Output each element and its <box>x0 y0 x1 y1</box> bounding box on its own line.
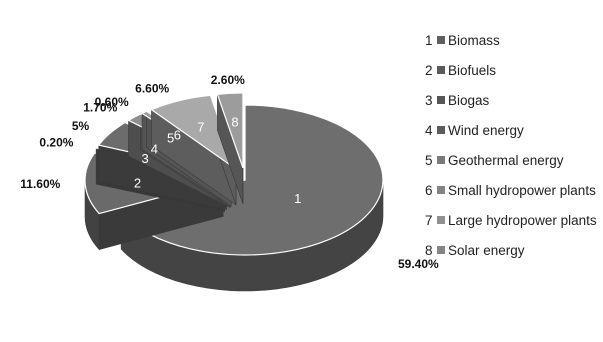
legend-number: 3 <box>425 92 433 108</box>
legend-number: 4 <box>425 122 433 138</box>
legend-swatch <box>437 156 445 164</box>
slice-number-1: 1 <box>294 191 301 206</box>
legend-number: 2 <box>425 62 433 78</box>
legend-swatch <box>437 36 445 44</box>
slice-number-5: 5 <box>167 131 174 146</box>
legend-number: 6 <box>425 182 433 198</box>
legend-label: Geothermal energy <box>448 152 564 168</box>
slice-value-label-4: 5% <box>72 119 90 133</box>
legend-swatch <box>437 96 445 104</box>
legend-label: Biomass <box>448 32 500 48</box>
slice-value-label-2: 11.60% <box>20 177 60 191</box>
legend-label: Biogas <box>448 92 490 108</box>
legend-swatch <box>437 246 445 254</box>
legend-swatch <box>437 126 445 134</box>
legend-label: Large hydropower plants <box>448 212 597 228</box>
slice-value-label-1: 59.40% <box>398 257 439 271</box>
slice-value-label-5: 1.70% <box>83 100 117 114</box>
legend-label: Small hydropower plants <box>448 182 596 198</box>
pie-slice-7 <box>150 94 238 206</box>
legend-number: 8 <box>425 242 433 258</box>
slice-value-label-8: 2.60% <box>211 73 245 87</box>
legend-swatch <box>437 186 445 194</box>
pie-slice-8 <box>216 92 244 205</box>
legend-item-4: 4 Wind energy <box>425 120 524 140</box>
legend-number: 1 <box>425 32 433 48</box>
legend-item-3: 3 Biogas <box>425 90 489 110</box>
legend-item-5: 5 Geothermal energy <box>425 150 564 170</box>
legend-item-2: 2 Biofuels <box>425 60 496 80</box>
legend-label: Solar energy <box>448 242 525 258</box>
legend-swatch <box>437 66 445 74</box>
slice-value-label-6: 0.60% <box>95 95 129 109</box>
slice-number-2: 2 <box>134 175 141 190</box>
legend-item-7: 7 Large hydropower plants <box>425 210 597 230</box>
slice-number-3: 3 <box>142 151 149 166</box>
legend-label: Biofuels <box>448 62 497 78</box>
legend-label: Wind energy <box>448 122 524 138</box>
slice-number-6: 6 <box>174 127 181 142</box>
legend-item-1: 1 Biomass <box>425 30 500 50</box>
legend-swatch <box>437 216 445 224</box>
slice-value-label-3: 0.20% <box>39 136 73 150</box>
legend-item-8: 8 Solar energy <box>425 240 525 260</box>
legend-number: 7 <box>425 212 433 228</box>
slice-number-7: 7 <box>197 120 204 135</box>
legend-number: 5 <box>425 152 433 168</box>
slice-number-8: 8 <box>231 115 238 130</box>
slice-value-label-7: 6.60% <box>135 81 169 95</box>
legend-item-6: 6 Small hydropower plants <box>425 180 596 200</box>
slice-number-4: 4 <box>151 141 158 156</box>
